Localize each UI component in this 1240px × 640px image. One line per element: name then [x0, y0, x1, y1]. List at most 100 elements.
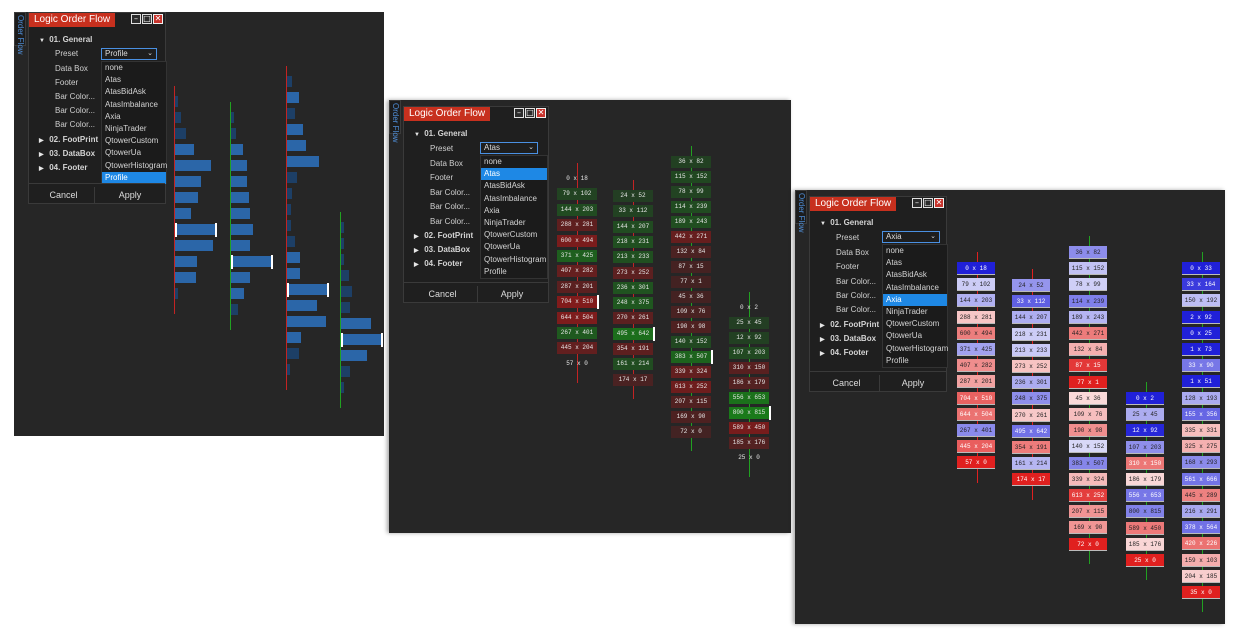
poc-marker	[231, 255, 233, 269]
apply-button[interactable]: Apply	[118, 190, 142, 200]
profile-bar	[287, 220, 291, 231]
bar-color-label: Bar Color...	[430, 217, 471, 226]
minimize-button[interactable]: –	[131, 14, 141, 24]
footprint-cell: 57 x 0	[957, 456, 995, 470]
preset-option[interactable]: none	[484, 157, 502, 166]
section-footprint[interactable]: ▶ 02. FootPrint	[39, 135, 99, 144]
preset-option[interactable]: QtowerHistogram	[886, 343, 949, 353]
preset-option[interactable]: AtasBidAsk	[484, 181, 525, 191]
preset-option[interactable]: none	[105, 63, 123, 72]
order-flow-side-tab[interactable]: Order Flow	[795, 190, 807, 233]
maximize-button[interactable]: □	[142, 14, 152, 24]
preset-option[interactable]: Atas	[886, 258, 903, 268]
minimize-button[interactable]: –	[912, 198, 922, 208]
poc-marker	[327, 283, 329, 297]
footprint-cell: 354 x 191	[613, 343, 653, 355]
preset-option-selected[interactable]: Axia	[883, 293, 947, 306]
preset-option-selected[interactable]: Profile	[102, 171, 166, 184]
section-general[interactable]: ▼ 01. General	[39, 35, 93, 44]
footprint-cell: 109 x 76	[1069, 408, 1107, 421]
section-databox[interactable]: ▶ 03. DataBox	[39, 149, 96, 158]
cancel-button[interactable]: Cancel	[814, 375, 880, 391]
profile-bar	[175, 192, 198, 203]
chevron-down-icon: ⌄	[528, 144, 534, 151]
preset-option[interactable]: NinjaTrader	[484, 217, 526, 227]
preset-option[interactable]: NinjaTrader	[886, 306, 928, 316]
section-footprint[interactable]: ▶ 02. FootPrint	[414, 231, 474, 240]
section-footer[interactable]: ▶ 04. Footer	[39, 163, 88, 172]
order-flow-side-tab[interactable]: Order Flow	[389, 100, 401, 143]
poc-marker	[769, 406, 771, 420]
preset-option[interactable]: Axia	[105, 111, 121, 121]
footprint-cell: 144 x 207	[613, 220, 653, 233]
poc-marker	[711, 350, 713, 364]
order-flow-side-tab[interactable]: Order Flow	[14, 12, 26, 55]
preset-option[interactable]: AtasImbalance	[105, 99, 158, 109]
preset-option[interactable]: Axia	[484, 205, 500, 215]
preset-option[interactable]: AtasBidAsk	[886, 270, 927, 280]
preset-option-selected[interactable]: Atas	[481, 168, 547, 181]
profile-bar	[175, 224, 215, 235]
minimize-button[interactable]: –	[514, 108, 524, 118]
footprint-cell: 378 x 564	[1182, 521, 1220, 535]
preset-option[interactable]: AtasBidAsk	[105, 87, 146, 97]
preset-option[interactable]: QtowerHistogram	[484, 254, 547, 264]
cancel-button[interactable]: Cancel	[408, 286, 478, 302]
section-databox[interactable]: ▶ 03. DataBox	[820, 334, 877, 343]
preset-option[interactable]: QtowerUa	[886, 331, 923, 341]
footprint-cell: 189 x 243	[671, 216, 711, 228]
preset-select[interactable]: Atas ⌄	[480, 142, 538, 154]
footprint-cell: 25 x 45	[1126, 408, 1164, 422]
section-general[interactable]: ▼ 01. General	[820, 218, 874, 227]
footprint-cell: 339 x 324	[1069, 472, 1107, 486]
close-button[interactable]: ✕	[536, 108, 546, 118]
preset-option[interactable]: none	[886, 246, 904, 255]
footprint-cell: 161 x 214	[613, 358, 653, 371]
footprint-cell: 12 x 92	[1126, 424, 1164, 438]
preset-option[interactable]: Profile	[886, 355, 909, 365]
maximize-button[interactable]: □	[525, 108, 535, 118]
section-footer[interactable]: ▶ 04. Footer	[820, 348, 869, 357]
profile-bar	[231, 160, 247, 171]
footprint-cell: 0 x 25	[1182, 326, 1220, 340]
preset-option[interactable]: QtowerCustom	[105, 136, 159, 146]
preset-option[interactable]: QtowerCustom	[484, 230, 538, 240]
footprint-cell: 1 x 73	[1182, 343, 1220, 356]
apply-button[interactable]: Apply	[500, 289, 524, 299]
footprint-cell: 77 x 1	[1069, 375, 1107, 389]
section-databox[interactable]: ▶ 03. DataBox	[414, 245, 471, 254]
bar-color-label: Bar Color...	[430, 188, 471, 197]
preset-option[interactable]: Profile	[484, 266, 507, 276]
preset-option[interactable]: NinjaTrader	[105, 123, 147, 133]
footprint-cell: 174 x 17	[613, 373, 653, 386]
bar-color-label: Bar Color...	[55, 120, 96, 129]
footprint-cell: 33 x 112	[613, 205, 653, 218]
preset-option[interactable]: Atas	[105, 75, 122, 85]
footprint-cell: 24 x 52	[613, 190, 653, 202]
preset-select[interactable]: Profile ⌄	[101, 48, 157, 60]
preset-option[interactable]: QtowerUa	[484, 242, 521, 252]
maximize-button[interactable]: □	[923, 198, 933, 208]
screenshot-profile: Order Flow Logic Order Flow – □ ✕ ▼ 01. …	[14, 12, 384, 436]
profile-bar	[175, 144, 194, 155]
profile-bar	[341, 382, 344, 393]
apply-button[interactable]: Apply	[901, 378, 925, 388]
preset-option[interactable]: QtowerCustom	[886, 319, 940, 329]
footprint-cell: 186 x 179	[729, 377, 769, 389]
footprint-cell: 0 x 33	[1182, 262, 1220, 275]
preset-option[interactable]: QtowerHistogram	[105, 160, 168, 170]
section-general[interactable]: ▼ 01. General	[414, 129, 468, 138]
section-footer[interactable]: ▶ 04. Footer	[414, 259, 463, 268]
preset-select[interactable]: Axia ⌄	[882, 231, 940, 243]
cancel-button[interactable]: Cancel	[33, 187, 95, 203]
footprint-cell: 442 x 271	[1069, 327, 1107, 340]
footer-label: Footer	[55, 78, 79, 87]
close-button[interactable]: ✕	[934, 198, 944, 208]
preset-option[interactable]: AtasImbalance	[484, 193, 537, 203]
preset-option[interactable]: AtasImbalance	[886, 282, 939, 292]
preset-option[interactable]: QtowerUa	[105, 148, 142, 158]
section-footprint[interactable]: ▶ 02. FootPrint	[820, 320, 880, 329]
profile-bar	[341, 254, 344, 265]
footprint-cell: 273 x 252	[613, 266, 653, 279]
close-button[interactable]: ✕	[153, 14, 163, 24]
